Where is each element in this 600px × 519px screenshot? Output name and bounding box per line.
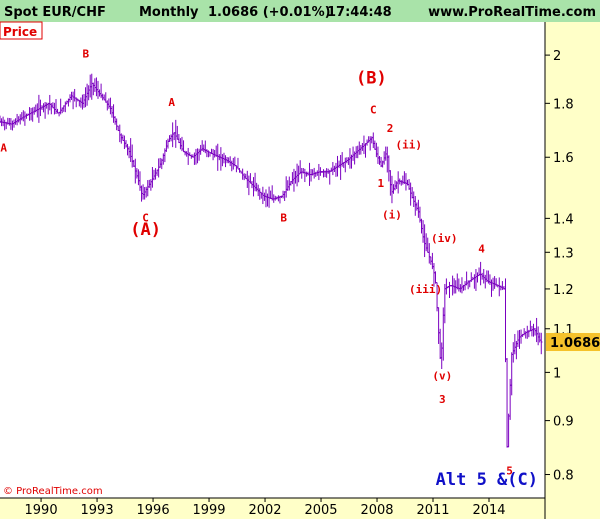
wave-label: (ii) bbox=[396, 139, 423, 152]
header-quote: 1.0686 (+0.01%) bbox=[208, 5, 331, 20]
wave-label: A bbox=[168, 96, 175, 109]
wave-label: B bbox=[83, 47, 90, 60]
wave-label: (B) bbox=[356, 68, 387, 88]
y-tick-label: 1.8 bbox=[553, 97, 574, 112]
x-tick-label: 2014 bbox=[472, 503, 505, 518]
x-axis-panel[interactable] bbox=[0, 498, 545, 519]
x-axis-ticks: 1990 1993 1996 1999 2002 2005 2008 2011 2014 bbox=[25, 498, 506, 518]
wave-label: (v) bbox=[432, 369, 452, 382]
wave-label: (iii) bbox=[409, 283, 442, 296]
price-bar bbox=[540, 332, 543, 355]
price-tag: Price bbox=[3, 25, 37, 39]
y-axis-panel[interactable] bbox=[545, 22, 600, 519]
x-tick-label: 2008 bbox=[360, 503, 393, 518]
x-tick-label: 2011 bbox=[416, 503, 449, 518]
header-bar bbox=[0, 0, 600, 22]
x-tick-label: 1996 bbox=[137, 503, 170, 518]
wave-label: (iv) bbox=[431, 232, 458, 245]
plot-area[interactable] bbox=[0, 22, 545, 498]
y-tick-label: 1.6 bbox=[553, 151, 574, 166]
wave-label: C bbox=[370, 104, 377, 117]
price-tag-box bbox=[0, 21, 43, 40]
y-tick-label: 1.3 bbox=[553, 246, 574, 261]
x-tick-label: 2002 bbox=[248, 503, 281, 518]
last-price-label: 1.0686 bbox=[550, 336, 600, 351]
header-time: 17:44:48 bbox=[327, 5, 392, 20]
x-tick-label: 1993 bbox=[81, 503, 114, 518]
x-tick-label: 2005 bbox=[304, 503, 337, 518]
copyright: © ProRealTime.com bbox=[3, 486, 103, 497]
y-axis-ticks: 21.81.61.41.31.21.110.90.8 bbox=[545, 49, 574, 484]
last-price-box bbox=[546, 333, 600, 352]
y-tick-label: 2 bbox=[553, 49, 561, 64]
x-tick-label: 1990 bbox=[25, 503, 58, 518]
wave-label: A bbox=[0, 142, 7, 155]
alt-count-label: Alt 5 &(C) bbox=[436, 470, 538, 490]
wave-label: 1 bbox=[377, 177, 384, 190]
wave-label: 3 bbox=[439, 393, 446, 406]
y-tick-label: 1.4 bbox=[553, 212, 574, 227]
y-tick-label: 0.8 bbox=[553, 469, 574, 484]
header-site: www.ProRealTime.com bbox=[428, 5, 596, 20]
y-tick-label: 0.9 bbox=[553, 415, 574, 430]
y-tick-label: 1.2 bbox=[553, 283, 574, 298]
x-tick-label: 1999 bbox=[192, 503, 225, 518]
wave-label: (A) bbox=[130, 220, 161, 240]
wave-label: 4 bbox=[478, 242, 485, 255]
wave-label: B bbox=[280, 212, 287, 225]
wave-label: 2 bbox=[387, 122, 394, 135]
ohlc-bars bbox=[0, 73, 543, 448]
wave-label: 5 bbox=[506, 465, 513, 478]
y-tick-label: 1 bbox=[553, 366, 561, 381]
header-symbol: Spot EUR/CHF bbox=[4, 5, 106, 20]
wave-label: (i) bbox=[382, 208, 402, 221]
header-period: Monthly bbox=[139, 5, 199, 20]
wave-label: C bbox=[142, 212, 149, 225]
